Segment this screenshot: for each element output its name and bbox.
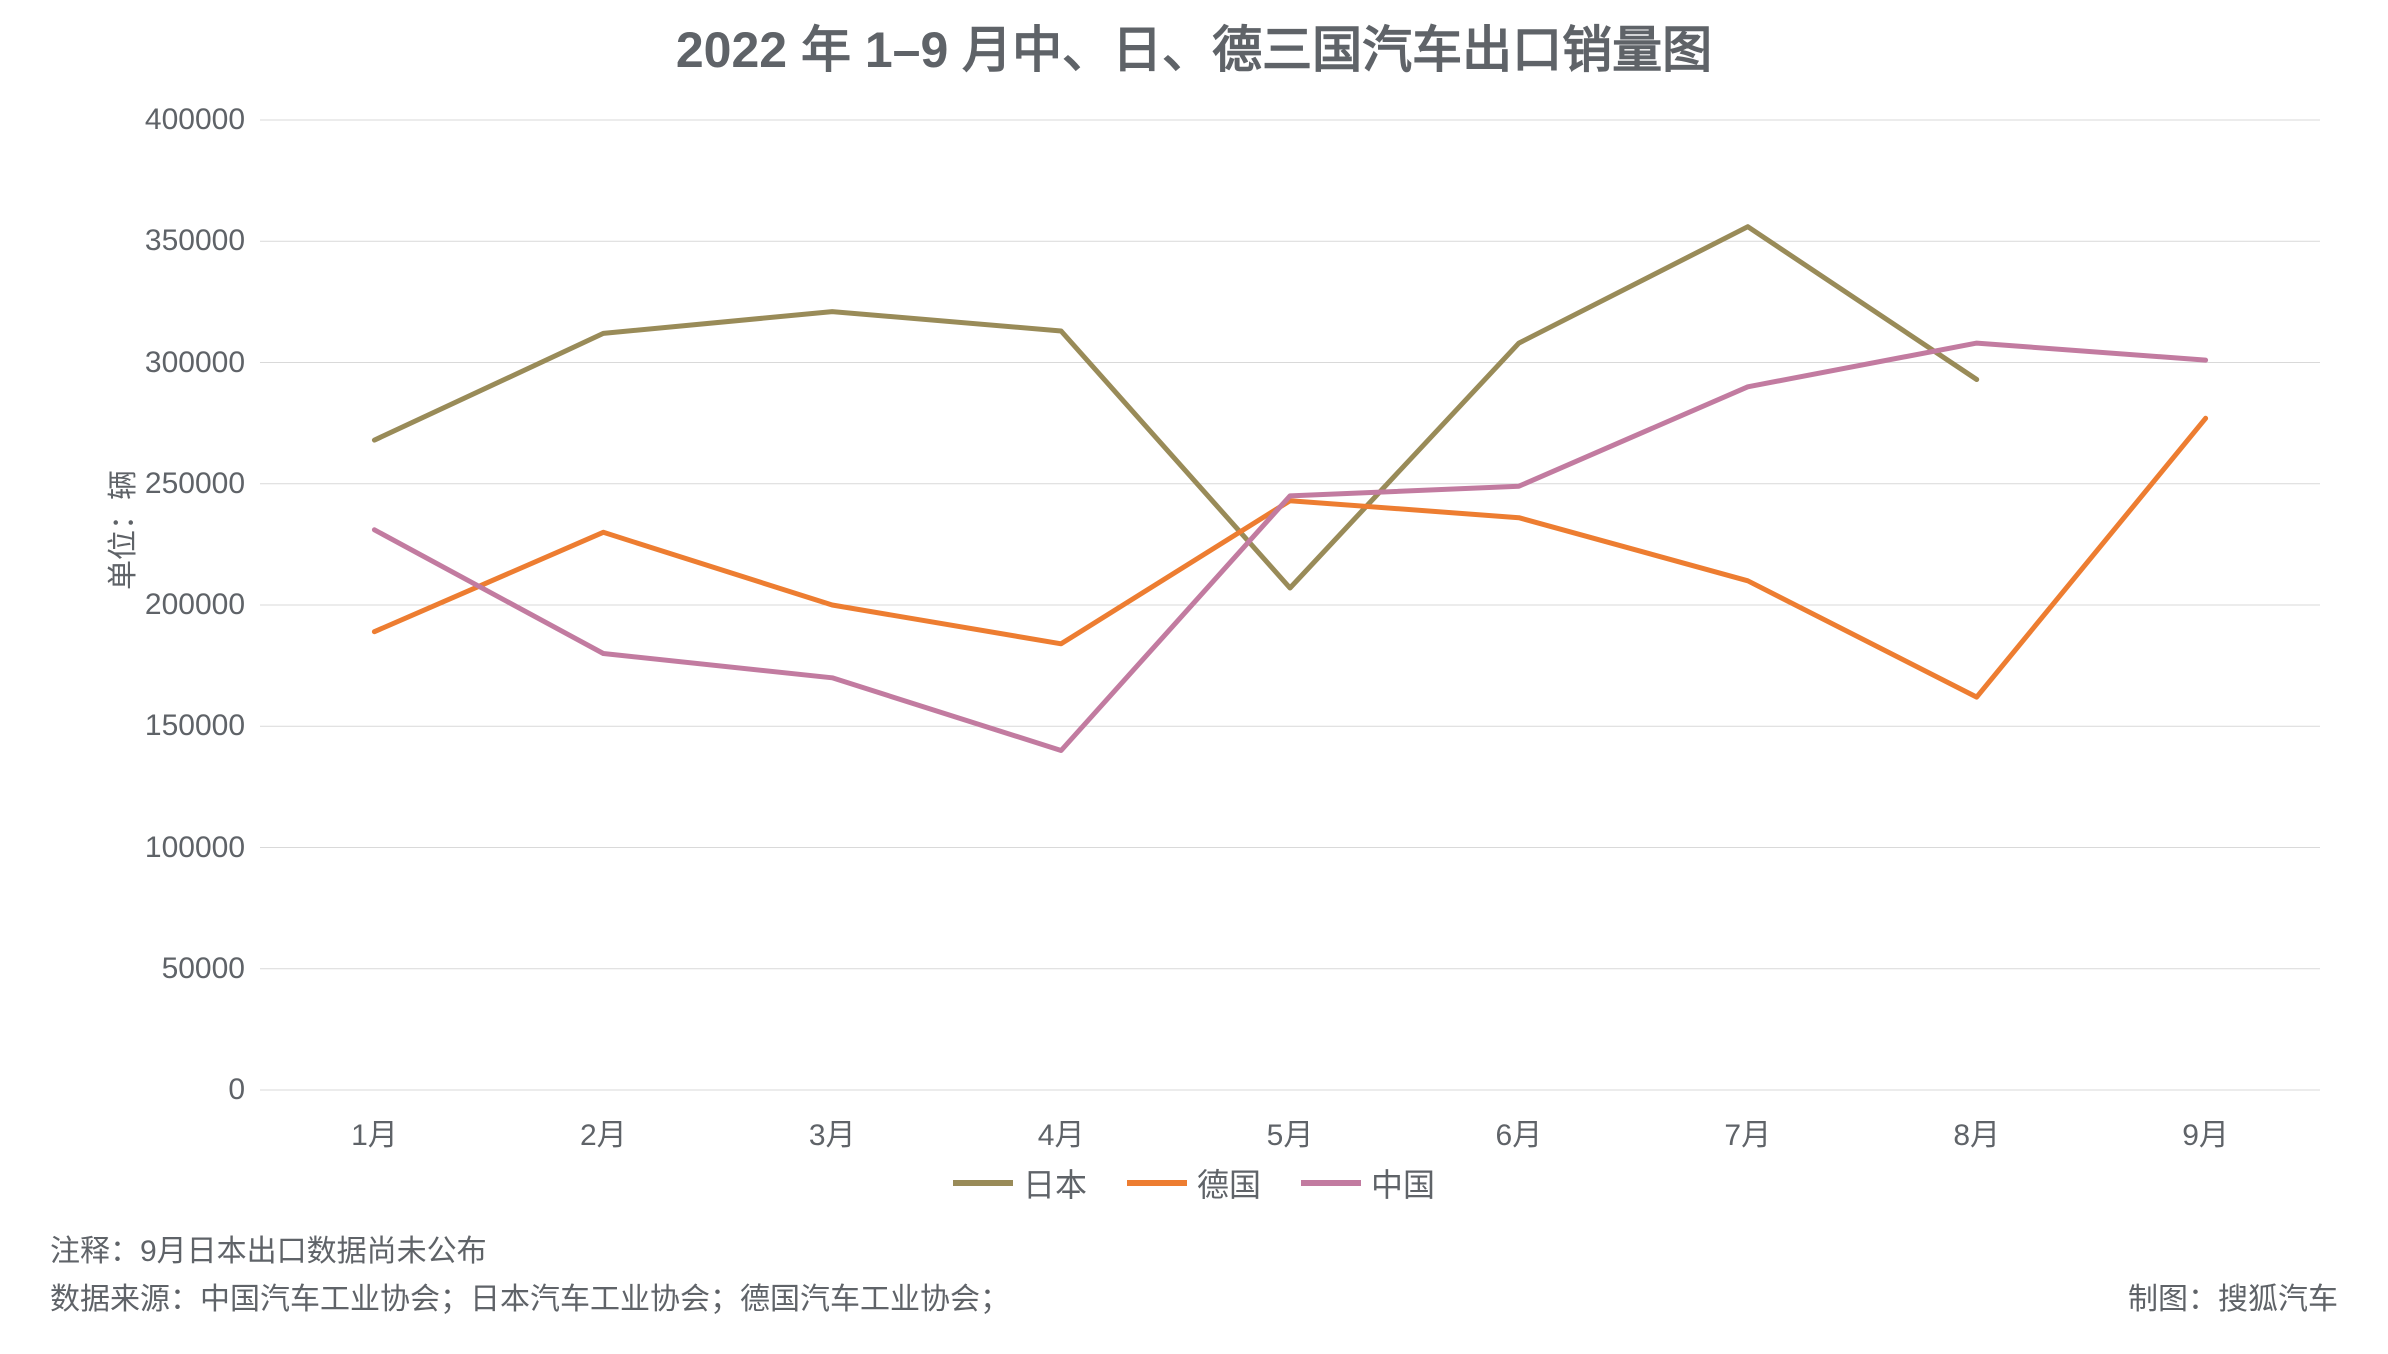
legend-swatch — [953, 1180, 1013, 1186]
legend-label: 德国 — [1197, 1160, 1261, 1206]
legend-label: 日本 — [1023, 1160, 1087, 1206]
legend: 日本 德国 中国 — [0, 1160, 2388, 1206]
legend-item: 日本 — [953, 1160, 1087, 1206]
legend-item: 中国 — [1301, 1160, 1435, 1206]
footer-note: 注释：9月日本出口数据尚未公布 — [50, 1228, 2338, 1276]
plot-area — [0, 0, 2388, 1354]
legend-swatch — [1127, 1180, 1187, 1186]
legend-swatch — [1301, 1180, 1361, 1186]
chart-footer: 注释：9月日本出口数据尚未公布 数据来源：中国汽车工业协会；日本汽车工业协会；德… — [50, 1228, 2338, 1324]
series-line — [374, 418, 2205, 697]
chart-container: 2022 年 1–9 月中、日、德三国汽车出口销量图 单位：辆 05000010… — [0, 0, 2388, 1354]
footer-credit: 制图：搜狐汽车 — [2128, 1276, 2338, 1324]
footer-source: 数据来源：中国汽车工业协会；日本汽车工业协会；德国汽车工业协会； — [50, 1276, 1010, 1324]
legend-label: 中国 — [1371, 1160, 1435, 1206]
legend-item: 德国 — [1127, 1160, 1261, 1206]
